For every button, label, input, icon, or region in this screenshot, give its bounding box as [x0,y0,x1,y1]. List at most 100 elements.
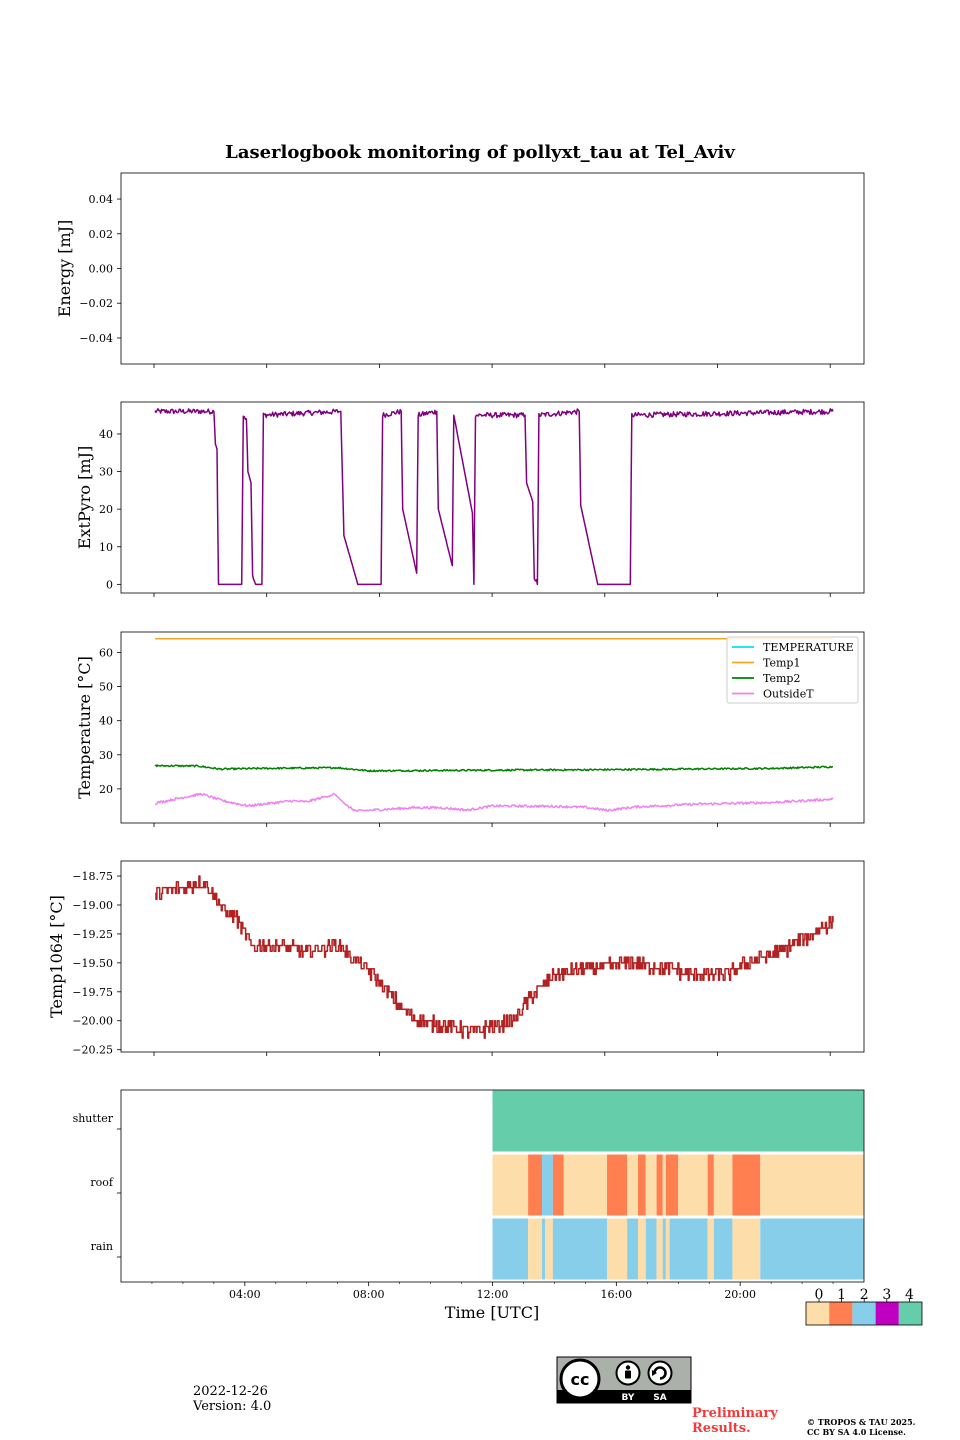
cc-label-by: BY [622,1393,635,1403]
colorbar-label: 3 [882,1287,891,1303]
panel-temp1064: −18.75 −19.00 −19.25 −19.50 −19.75 −20.00 −20.… [47,860,865,1057]
ytick-label: −20.00 [72,1015,113,1028]
cc-by-sa-badge: cc BY SA [556,1356,692,1404]
panel-temperature: 20 30 40 50 60 Temperature [°C] TEMPERATURE Tem… [75,631,865,827]
status-cell-roof [638,1154,646,1216]
panel-frame [120,172,865,365]
status-cell-rain [545,1218,553,1280]
status-cell-roof [528,1154,543,1216]
status-cell-roof [563,1154,608,1216]
status-cell-rain [713,1218,733,1280]
status-cell-roof [678,1154,708,1216]
legend-label: Temp1 [763,657,800,670]
preliminary-note: Preliminary Results. [692,1406,778,1436]
chart-title: Laserlogbook monitoring of pollyxt_tau a… [225,142,735,163]
ytick-label: 0.02 [89,228,114,241]
colorbar-label: 2 [860,1287,869,1303]
status-cell-rain [662,1218,666,1280]
panel-status: shutter roof rain [73,1089,865,1283]
status-cell-roof [607,1154,628,1216]
y-axis-label-temperature: Temperature [°C] [75,656,94,799]
ytick-label: 40 [99,428,113,441]
row-label-shutter: shutter [73,1112,114,1125]
colorbar-swatch [875,1302,899,1325]
colorbar-label: 4 [905,1287,914,1303]
ytick-label: 50 [99,681,113,694]
row-label-roof: roof [90,1176,114,1189]
panels-layer: 0.04 0.02 0.00 −0.02 −0.04 Energy [mJ] 0 10 20 30… [47,172,865,1283]
status-cell-rain [528,1218,543,1280]
ytick-label: −19.25 [72,928,113,941]
ytick-label: 40 [99,715,113,728]
copyright-line-2: CC BY SA 4.0 License. [807,1427,906,1437]
y-axis-label-energy: Energy [mJ] [55,220,74,318]
ytick-label: −19.75 [72,986,113,999]
x-axis-label: Time [UTC] [445,1303,539,1322]
panel-frame [120,401,865,594]
footer-date: 2022-12-26 [193,1384,268,1399]
status-cell-rain [627,1218,639,1280]
ytick-label: 0.04 [89,193,114,206]
copyright-notice: © TROPOS & TAU 2025. CC BY SA 4.0 Licens… [807,1417,915,1437]
xtick-label: 12:00 [477,1288,509,1301]
status-cell-rain [542,1218,546,1280]
colorbar-swatch [806,1302,830,1325]
status-cell-roof [492,1154,529,1216]
legend-box [726,636,859,704]
status-cell-roof [656,1154,663,1216]
series-line-outsidet [154,792,834,813]
row-label-rain: rain [91,1240,113,1253]
panel-energy: 0.04 0.02 0.00 −0.02 −0.04 Energy [mJ] [55,172,865,368]
ytick-label: 0 [106,578,113,591]
colorbar-label: 0 [815,1287,824,1303]
status-cell-rain [656,1218,663,1280]
cc-label-sa: SA [653,1393,666,1403]
status-cell-rain [760,1218,864,1280]
xtick-label: 16:00 [600,1288,632,1301]
series-line [154,408,834,586]
status-cell-roof [662,1154,666,1216]
ytick-label: −0.02 [79,297,113,310]
colorbar-label: 1 [837,1287,846,1303]
panel-extpyro: 0 10 20 30 40 ExtPyro [mJ] [75,401,865,597]
status-cell-roof [732,1154,761,1216]
colorbar-swatch [829,1302,853,1325]
series-line [155,875,834,1039]
footer-version: Version: 4.0 [193,1399,272,1414]
ytick-label: 30 [99,749,113,762]
status-cell-rain [645,1218,657,1280]
share-alike-icon [647,1360,673,1386]
ytick-label: −18.75 [72,870,113,883]
status-cell-roof [552,1154,564,1216]
time-axis: 04:00 08:00 12:00 16:00 20:00 [151,1282,834,1301]
ytick-label: 0.00 [89,263,114,276]
status-cell-rain [552,1218,608,1280]
ytick-label: 10 [99,541,113,554]
ytick-label: −19.00 [72,899,113,912]
status-cell-rain [669,1218,708,1280]
status-cell-rain [492,1218,529,1280]
status-cell-roof [707,1154,714,1216]
status-cell-rain [607,1218,628,1280]
series-line-temp2 [154,764,833,773]
ytick-label: 20 [99,783,113,796]
status-cell-roof [542,1154,553,1216]
cc-icon: cc [559,1358,601,1400]
xtick-label: 08:00 [353,1288,385,1301]
y-axis-label-extpyro: ExtPyro [mJ] [75,446,94,549]
ytick-label: −19.50 [72,957,113,970]
y-axis-label-temp1064: Temp1064 [°C] [47,895,66,1018]
status-cell-shutter [492,1090,864,1152]
legend-label: OutsideT [763,688,814,701]
status-cell-rain [707,1218,714,1280]
xtick-label: 20:00 [724,1288,756,1301]
svg-text:cc: cc [571,1370,590,1389]
status-cell-roof [760,1154,864,1216]
status-cell-rain [665,1218,670,1280]
legend-label: Temp2 [763,672,800,685]
copyright-line-1: © TROPOS & TAU 2025. [807,1417,916,1427]
status-cell-rain [638,1218,646,1280]
footer-info: 2022-12-26 Version: 4.0 [193,1384,271,1414]
